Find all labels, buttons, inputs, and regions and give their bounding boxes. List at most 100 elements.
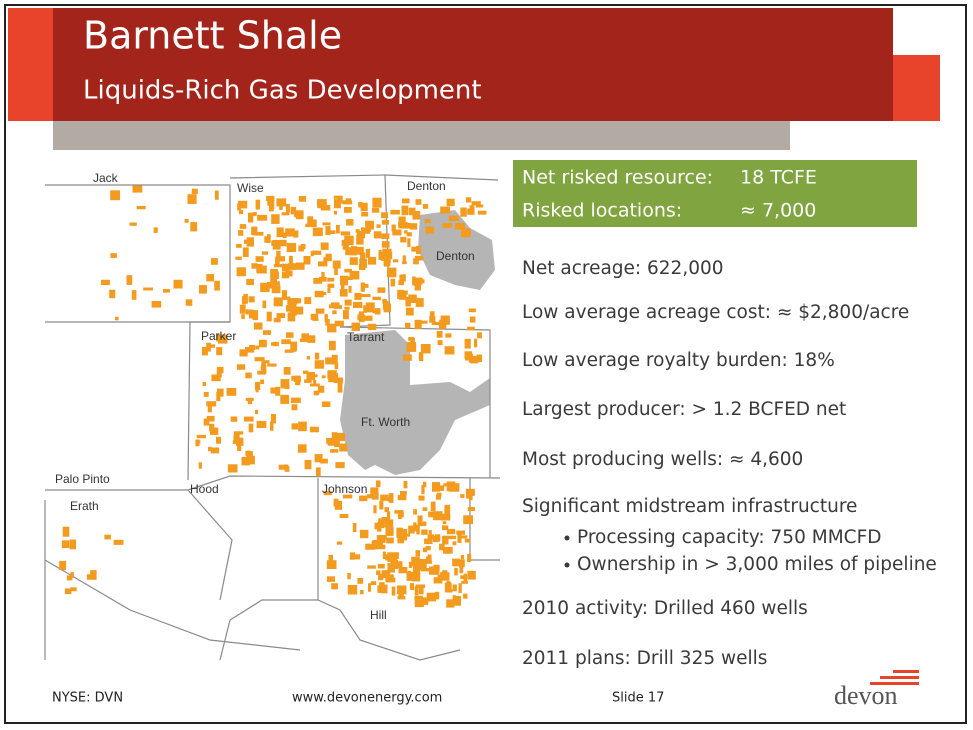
- acreage-patch: [256, 421, 267, 428]
- acreage-patch: [327, 283, 335, 288]
- acreage-patch: [210, 344, 215, 348]
- acreage-patch: [346, 219, 354, 226]
- sub-fact: Processing capacity: 750 MMCFD: [577, 527, 881, 548]
- acreage-patch: [321, 271, 325, 279]
- acreage-patch: [271, 414, 276, 424]
- county-line: [187, 321, 230, 481]
- acreage-patch: [236, 437, 244, 446]
- acreage-patch: [288, 301, 297, 312]
- acreage-patch: [290, 397, 301, 404]
- acreage-patch: [263, 360, 270, 364]
- acreage-patch: [425, 226, 435, 234]
- acreage-patch: [412, 276, 416, 286]
- acreage-patch: [452, 541, 457, 546]
- acreage-patch: [388, 493, 394, 503]
- acreage-patch: [151, 301, 162, 308]
- acreage-patch: [236, 267, 246, 277]
- acreage-patch: [425, 546, 431, 551]
- acreage-patches: [59, 185, 487, 608]
- acreage-patch: [390, 560, 398, 569]
- acreage-patch: [238, 230, 244, 236]
- acreage-patch: [458, 583, 462, 594]
- acreage-patch: [280, 394, 289, 404]
- acreage-patch: [306, 372, 315, 381]
- acreage-patch: [449, 483, 460, 492]
- acreage-patch: [288, 263, 297, 270]
- acreage-patch: [252, 310, 259, 321]
- county-line: [339, 326, 491, 478]
- acreage-patch: [470, 357, 479, 364]
- acreage-patch: [59, 560, 67, 571]
- acreage-patch: [353, 301, 363, 308]
- acreage-patch: [400, 537, 407, 541]
- acreage-patch: [298, 421, 307, 432]
- acreage-patch: [345, 249, 352, 256]
- acreage-patch: [286, 242, 297, 252]
- acreage-patch: [344, 235, 354, 246]
- acreage-patch: [398, 224, 407, 229]
- acreage-patch: [318, 261, 326, 267]
- acreage-patch: [383, 303, 391, 313]
- acreage-patch: [328, 554, 333, 562]
- acreage-patch: [366, 494, 374, 499]
- acreage-patch: [395, 561, 403, 569]
- acreage-patch: [391, 586, 396, 596]
- acreage-patch: [382, 571, 389, 578]
- acreage-patch: [422, 507, 428, 511]
- acreage-patch: [206, 274, 215, 282]
- acreage-patch: [368, 583, 372, 592]
- acreage-patch: [452, 558, 460, 567]
- acreage-patch: [469, 316, 476, 323]
- acreage-patch: [324, 314, 328, 322]
- map-label: Erath: [70, 499, 99, 513]
- acreage-patch: [291, 404, 298, 411]
- acreage-patch: [361, 212, 369, 217]
- acreage-patch: [280, 239, 287, 247]
- acreage-patch: [236, 244, 242, 248]
- acreage-patch: [404, 533, 411, 537]
- acreage-patch: [467, 208, 475, 215]
- acreage-patch: [385, 527, 394, 536]
- acreage-patch: [387, 552, 398, 562]
- acreage-patch: [210, 423, 215, 433]
- map-label: Tarrant: [347, 330, 385, 344]
- logo-mark: [870, 670, 919, 685]
- acreage-patch: [416, 524, 420, 535]
- acreage-patch: [337, 382, 343, 393]
- map-label: Wise: [237, 181, 264, 195]
- acreage-patch: [409, 223, 418, 230]
- acreage-patch: [398, 216, 406, 227]
- acreage-patch: [350, 246, 357, 256]
- acreage-patch: [366, 302, 375, 313]
- acreage-patch: [287, 312, 296, 322]
- acreage-patch: [447, 535, 457, 539]
- acreage-patch: [309, 383, 320, 387]
- acreage-patch: [245, 372, 252, 379]
- acreage-patch: [340, 275, 348, 286]
- bullet: [564, 535, 570, 541]
- acreage-patch: [442, 525, 449, 530]
- acreage-patch: [328, 340, 336, 351]
- acreage-patch: [304, 297, 312, 305]
- acreage-patch: [211, 258, 218, 265]
- acreage-patch: [303, 370, 309, 374]
- acreage-patch: [444, 346, 455, 355]
- acreage-patch: [320, 458, 328, 464]
- county-line: [45, 475, 501, 491]
- acreage-patch: [268, 204, 274, 212]
- acreage-patch: [406, 232, 412, 237]
- acreage-patch: [398, 222, 408, 227]
- acreage-patch: [196, 434, 206, 439]
- fact: Low average acreage cost: ≈ $2,800/acre: [522, 302, 909, 323]
- acreage-patch: [464, 338, 471, 349]
- acreage-patch: [344, 207, 352, 213]
- acreage-patch: [245, 450, 249, 456]
- acreage-patch: [289, 255, 293, 265]
- acreage-patch: [210, 447, 220, 454]
- acreage-patch: [454, 567, 458, 576]
- acreage-patch: [392, 259, 399, 263]
- acreage-patch: [90, 570, 97, 580]
- acreage-patch: [143, 287, 153, 291]
- acreage-patch: [310, 219, 317, 227]
- acreage-patch: [461, 580, 468, 584]
